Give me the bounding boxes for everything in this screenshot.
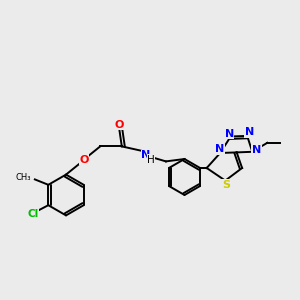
Text: CH₃: CH₃	[16, 173, 31, 182]
Text: Cl: Cl	[28, 209, 39, 219]
Text: O: O	[115, 119, 124, 130]
Text: N: N	[141, 150, 150, 161]
Text: O: O	[79, 154, 89, 165]
Text: S: S	[222, 180, 230, 190]
Text: N: N	[245, 127, 254, 137]
Text: N: N	[215, 144, 224, 154]
Text: N: N	[225, 128, 234, 139]
Text: N: N	[252, 145, 261, 155]
Text: H: H	[147, 154, 155, 165]
